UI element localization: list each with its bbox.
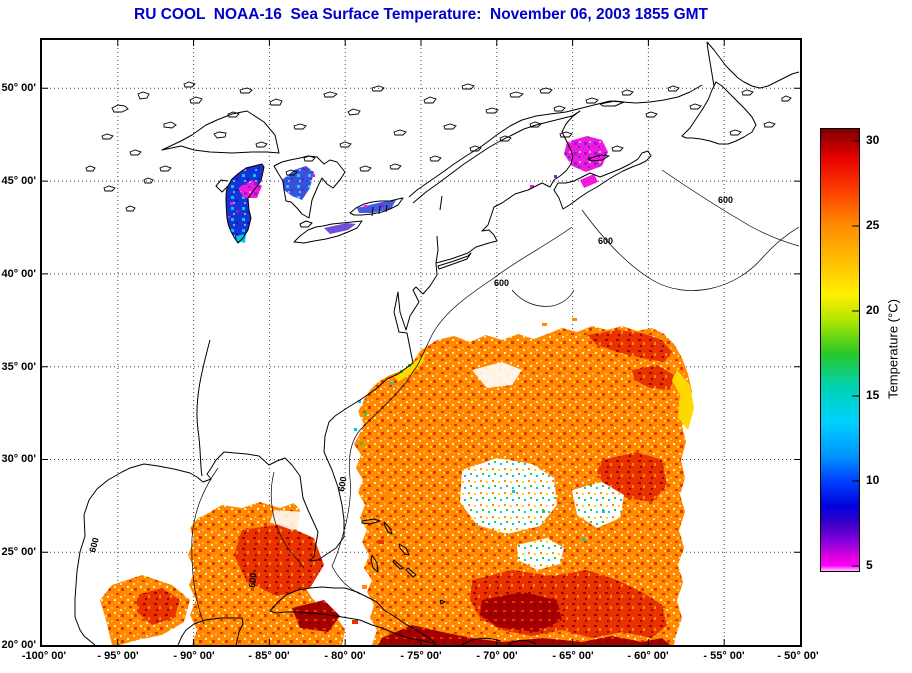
x-axis-tick-label: - 60° 00': [627, 650, 669, 662]
sst-map-svg: 600 600 600 600 600 600: [42, 40, 800, 646]
y-axis-tick-label: 20° 00': [1, 639, 36, 651]
x-axis-tick-label: - 95° 00': [97, 650, 139, 662]
colorbar-tick-label: 10: [866, 473, 880, 487]
contour-label-group: 600 600 600 600 600 600: [87, 195, 733, 588]
x-axis-tick-label: -100° 00': [21, 650, 67, 662]
colorbar: [820, 128, 860, 572]
sst-cold-lakes: [226, 136, 608, 243]
contour-label: 600: [87, 536, 101, 553]
y-axis-tick-label: 45° 00': [1, 175, 36, 187]
y-axis-tick-label: 40° 00': [1, 268, 36, 280]
x-axis-tick-label: - 75° 00': [400, 650, 442, 662]
colorbar-axis-label: Temperature (°C): [885, 299, 901, 399]
colorbar-tick-label: 5: [866, 558, 873, 572]
x-axis-tick-label: - 80° 00': [324, 650, 366, 662]
contour-label: 600: [494, 278, 509, 288]
colorbar-tick-marks: [852, 140, 859, 567]
sst-swath-atlantic: [352, 318, 694, 645]
y-axis-tick-label: 50° 00': [1, 82, 36, 94]
small-lakes: [85, 81, 792, 212]
x-axis-tick-label: - 65° 00': [552, 650, 594, 662]
colorbar-gradient: [821, 129, 859, 571]
contour-label: 600: [336, 476, 348, 493]
contour-label: 600: [598, 236, 613, 246]
colorbar-tick-label: 15: [866, 388, 880, 402]
x-axis-tick-label: - 55° 00': [703, 650, 745, 662]
x-axis-tick-label: - 70° 00': [476, 650, 518, 662]
colorbar-tick-label: 30: [866, 133, 880, 147]
y-axis-tick-label: 30° 00': [1, 453, 36, 465]
contour-label: 600: [718, 195, 733, 205]
y-axis-tick-label: 25° 00': [1, 546, 36, 558]
y-axis-tick-label: 35° 00': [1, 361, 36, 373]
colorbar-tick-label: 25: [866, 218, 880, 232]
page-title: RU COOL NOAA-16 Sea Surface Temperature:…: [134, 6, 708, 23]
x-axis-tick-label: - 90° 00': [173, 650, 215, 662]
frame-tick-marks: [42, 40, 800, 645]
x-axis-tick-label: - 85° 00': [248, 650, 290, 662]
contour-label: 600: [247, 572, 258, 588]
x-axis-tick-label: - 50° 00': [777, 650, 819, 662]
sst-swath-gulf-of-mexico: [100, 502, 345, 645]
bathymetry-contours: [191, 169, 800, 625]
colorbar-tick-label: 20: [866, 303, 880, 317]
map-frame: 600 600 600 600 600 600: [40, 38, 802, 647]
